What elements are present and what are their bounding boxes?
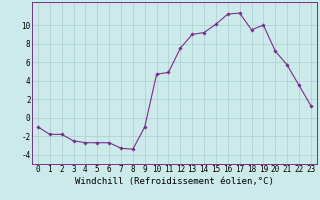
X-axis label: Windchill (Refroidissement éolien,°C): Windchill (Refroidissement éolien,°C)	[75, 177, 274, 186]
